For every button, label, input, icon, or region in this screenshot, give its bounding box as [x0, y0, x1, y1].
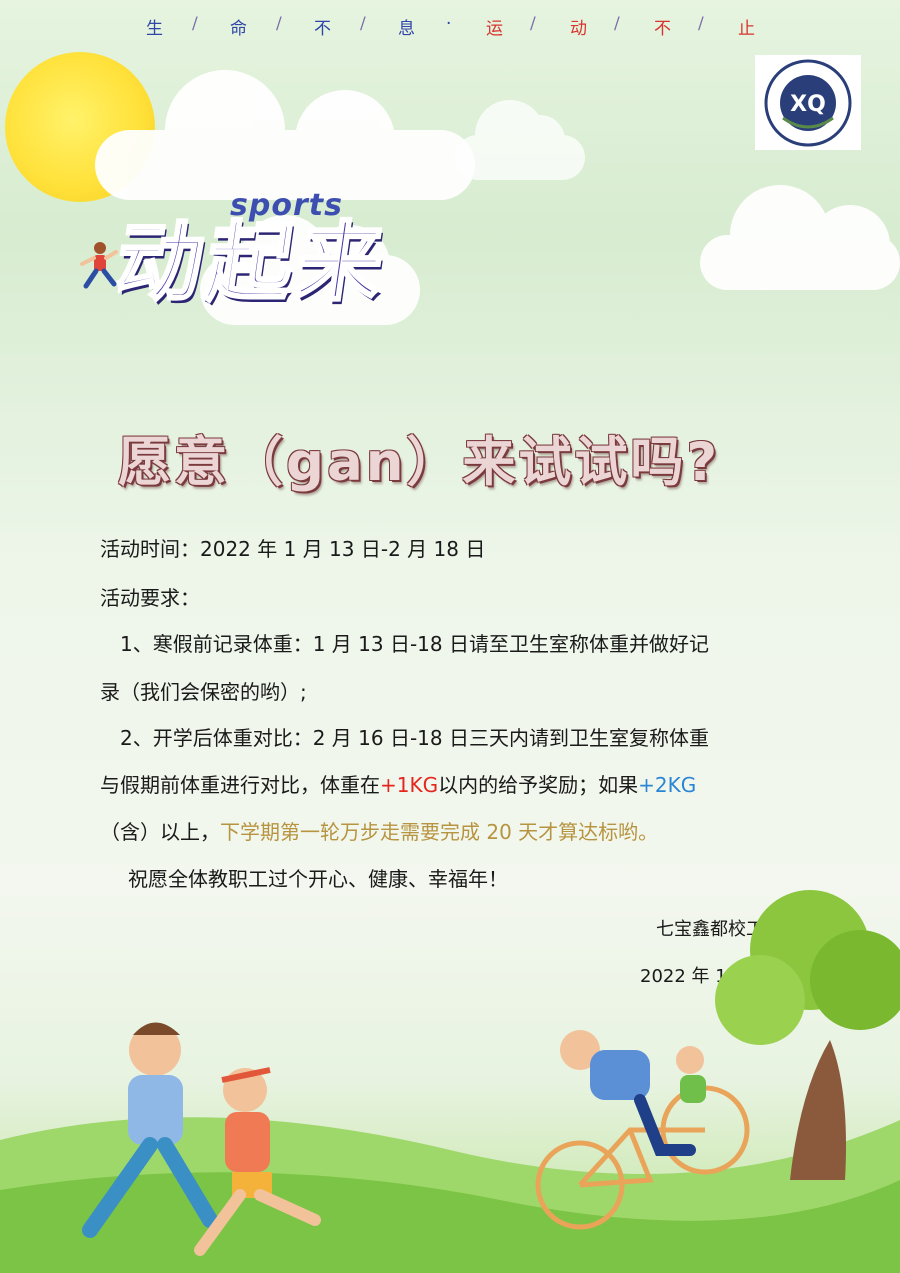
signature-org: 七宝鑫都校工会	[656, 919, 782, 940]
motto-separator: /	[192, 14, 198, 34]
motto-char: 息	[398, 19, 415, 39]
motto-separator: /	[698, 14, 704, 34]
motto-separator: /	[530, 14, 536, 34]
req2-text: 与假期前体重进行对比，体重在	[100, 773, 380, 797]
cloud-illustration	[200, 215, 420, 325]
headline: 愿意（gan）来试试吗?	[118, 432, 721, 493]
motto-char: 生	[146, 19, 163, 39]
req2-highlight-red: +1KG	[380, 773, 439, 797]
motto-dot: ·	[446, 14, 452, 34]
school-logo: XQ	[755, 55, 861, 150]
runners-illustration	[82, 1022, 321, 1256]
motto-char: 命	[230, 19, 247, 39]
motto-separator: /	[614, 14, 620, 34]
cloud-illustration	[95, 70, 475, 200]
wish-text: 祝愿全体教职工过个开心、健康、幸福年！	[128, 867, 508, 891]
activity-time: 活动时间：2022 年 1 月 13 日-2 月 18 日	[100, 537, 820, 561]
req2-text: （含）以上，	[100, 820, 220, 844]
activity-time-value: 2022 年 1 月 13 日-2 月 18 日	[200, 537, 486, 561]
runner-icon	[80, 242, 118, 289]
activity-time-label: 活动时间：	[100, 537, 200, 561]
motto-separator: /	[360, 14, 366, 34]
motto-char: 不	[314, 19, 331, 39]
req2-text: 以内的给予奖励；如果	[438, 773, 639, 797]
requirement-1-line-1: 1、寒假前记录体重：1 月 13 日-18 日请至卫生室称体重并做好记	[120, 632, 709, 656]
cyclist-illustration	[535, 1030, 750, 1230]
motto-line: 生 / 命 / 不 / 息 · 运 / 动 / 不 / 止	[0, 14, 900, 42]
requirement-2-line-2: 与假期前体重进行对比，体重在+1KG以内的给予奖励；如果+2KG	[100, 773, 820, 797]
requirement-2-line-1: 2、开学后体重对比：2 月 16 日-18 日三天内请到卫生室复称体重	[120, 726, 709, 750]
running-scene-illustration	[0, 890, 900, 1273]
req2-highlight-blue: +2KG	[638, 773, 697, 797]
logo-text: XQ	[790, 92, 826, 117]
motto-separator: /	[276, 14, 282, 34]
req2-highlight-gold: 下学期第一轮万步走需要完成 20 天才算达标哟。	[220, 820, 659, 844]
motto-char: 运	[486, 19, 503, 39]
motto-char: 止	[738, 19, 755, 39]
requirement-2-line-3: （含）以上，下学期第一轮万步走需要完成 20 天才算达标哟。	[100, 820, 820, 844]
requirement-1-line-2: 录（我们会保密的哟）;	[100, 680, 307, 704]
title-art-sports: sports	[230, 188, 343, 223]
cloud-illustration	[455, 100, 585, 180]
motto-char: 动	[570, 19, 587, 39]
requirements-label: 活动要求：	[100, 586, 200, 610]
motto-char: 不	[654, 19, 671, 39]
school-seal-icon: XQ	[764, 59, 852, 147]
cloud-illustration	[700, 185, 900, 290]
